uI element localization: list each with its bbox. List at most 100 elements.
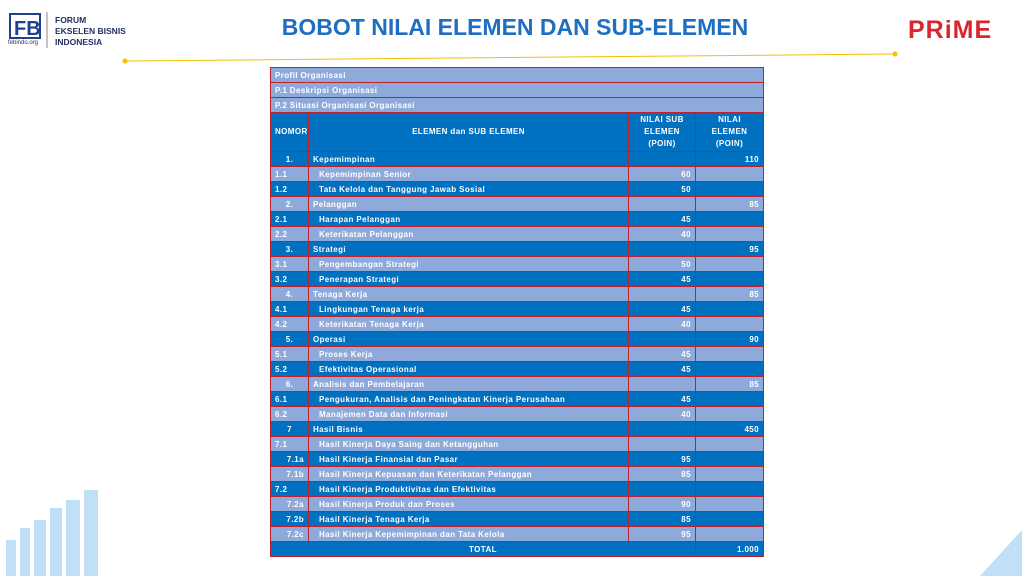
table-cell: 90 [694, 331, 765, 347]
table-row: 7.1 Hasil Kinerja Daya Saing dan Ketanggu… [270, 436, 765, 452]
table-cell: 45 [628, 211, 696, 227]
table-cell: 5. [270, 331, 309, 347]
table-cell: 7 [270, 421, 309, 437]
table-cell: Hasil Bisnis [308, 421, 629, 437]
table-row: 5.1 Proses Kerja 45 [270, 346, 765, 362]
table-cell: Kepemimpinan Senior [308, 166, 629, 182]
empty-cell [628, 376, 696, 392]
table-cell: 1.000 [694, 541, 765, 557]
table-cell: 2.2 [270, 226, 309, 242]
table-cell: Hasil Kinerja Kepemimpinan dan Tata Kelo… [308, 526, 629, 542]
empty-cell [628, 421, 696, 437]
table-row: 7 Hasil Bisnis 450 [270, 421, 765, 437]
table-cell: 6. [270, 376, 309, 392]
table-cell: NILAI ELEMEN (POIN) [694, 112, 765, 152]
table-cell: 1.1 [270, 166, 309, 182]
table-row: TOTAL 1.000 [270, 541, 765, 557]
table-cell: Hasil Kinerja Tenaga Kerja [308, 511, 629, 527]
table-cell: 7.1 [270, 436, 309, 452]
table-cell: 5.2 [270, 361, 309, 377]
table-row: 5.2 Efektivitas Operasional 45 [270, 361, 765, 377]
table-cell: Analisis dan Pembelajaran [308, 376, 629, 392]
empty-cell [694, 301, 765, 317]
table-cell: 7.1a [270, 451, 309, 467]
table-cell: Strategi [308, 241, 629, 257]
table-cell: 85 [694, 376, 765, 392]
table-cell: 110 [694, 151, 765, 167]
table-cell: 3. [270, 241, 309, 257]
table-cell: TOTAL [270, 541, 696, 557]
empty-cell [694, 181, 765, 197]
bars [6, 490, 98, 576]
rule-dot [122, 58, 128, 64]
table-row: 6.1 Pengukuran, Analisis dan Peningkatan … [270, 391, 765, 407]
table-cell: Hasil Kinerja Finansial dan Pasar [308, 451, 629, 467]
table-cell: 95 [628, 526, 696, 542]
table-cell: Penerapan Strategi [308, 271, 629, 287]
logo-line: EKSELEN BISNIS [55, 26, 126, 36]
table-cell: Pengembangan Strategi [308, 256, 629, 272]
table-cell: 2. [270, 196, 309, 212]
logo-line: FORUM [55, 15, 87, 25]
table-row: 3. Strategi 95 [270, 241, 765, 257]
table-cell: 7.2a [270, 496, 309, 512]
table-cell: Harapan Pelanggan [308, 211, 629, 227]
table-cell: Hasil Kinerja Produk dan Proses [308, 496, 629, 512]
title: BOBOT NILAI ELEMEN DAN SUB-ELEMEN [281, 14, 749, 40]
empty-cell [694, 271, 765, 287]
table-row: 1. Kepemimpinan 110 [270, 151, 765, 167]
table-cell: 40 [628, 226, 696, 242]
logo-text: FORUM EKSELEN BISNIS INDONESIA [55, 15, 126, 48]
empty-cell [628, 196, 696, 212]
table-cell: 95 [694, 241, 765, 257]
table-cell: 45 [628, 271, 696, 287]
table-cell: 450 [694, 421, 765, 437]
empty-cell [628, 151, 696, 167]
table-cell: 1.2 [270, 181, 309, 197]
table-cell: 4.2 [270, 316, 309, 332]
table-cell: 95 [628, 451, 696, 467]
table-row: 7.2c Hasil Kinerja Kepemimpinan dan Tata … [270, 526, 765, 542]
table-cell: Keterikatan Tenaga Kerja [308, 316, 629, 332]
table-row: 7.2b Hasil Kinerja Tenaga Kerja 85 [270, 511, 765, 527]
table-row: 4. Tenaga Kerja 85 [270, 286, 765, 302]
table-cell: 1. [270, 151, 309, 167]
table-cell: 3.1 [270, 256, 309, 272]
empty-cell [694, 316, 765, 332]
table-row: 1.2 Tata Kelola dan Tanggung Jawab Sosial… [270, 181, 765, 197]
logo-mark: FB [9, 12, 48, 48]
table-row: 6.2 Manajemen Data dan Informasi 40 [270, 406, 765, 422]
svg-text:FB: FB [14, 18, 41, 40]
empty-cell [694, 391, 765, 407]
table-row: 2.2 Keterikatan Pelanggan 40 [270, 226, 765, 242]
table-cell: 4. [270, 286, 309, 302]
table-cell: 45 [628, 301, 696, 317]
table-cell: Proses Kerja [308, 346, 629, 362]
table-row: Profil Organisasi [269, 67, 765, 83]
table-cell: 85 [628, 511, 696, 527]
table-cell: 4.1 [270, 301, 309, 317]
table-cell: Manajemen Data dan Informasi [308, 406, 629, 422]
table-row: 4.2 Keterikatan Tenaga Kerja 40 [270, 316, 765, 332]
rule-dot [892, 51, 898, 57]
table-cell: Lingkungan Tenaga kerja [308, 301, 629, 317]
brand: PRiME [908, 16, 993, 44]
table-cell: Hasil Kinerja Daya Saing dan Ketangguhan [308, 436, 629, 452]
empty-cell [694, 436, 765, 452]
empty-cell [694, 526, 765, 542]
empty-cell [628, 241, 696, 257]
empty-cell [694, 451, 765, 467]
table-cell: Keterikatan Pelanggan [308, 226, 629, 242]
empty-cell [694, 346, 765, 362]
table-row: 3.2 Penerapan Strategi 45 [270, 271, 765, 287]
table-row: 1.1 Kepemimpinan Senior 60 [270, 166, 765, 182]
table-row: 5. Operasi 90 [270, 331, 765, 347]
table-cell: 45 [628, 361, 696, 377]
table-cell: Tata Kelola dan Tanggung Jawab Sosial [308, 181, 629, 197]
empty-cell [628, 436, 696, 452]
table-row: 7.1b Hasil Kinerja Kepuasan dan Keterikat… [270, 466, 765, 482]
table-cell: Hasil Kinerja Produktivitas dan Efektivi… [308, 481, 629, 497]
table-row: 4.1 Lingkungan Tenaga kerja 45 [270, 301, 765, 317]
empty-cell [628, 286, 696, 302]
